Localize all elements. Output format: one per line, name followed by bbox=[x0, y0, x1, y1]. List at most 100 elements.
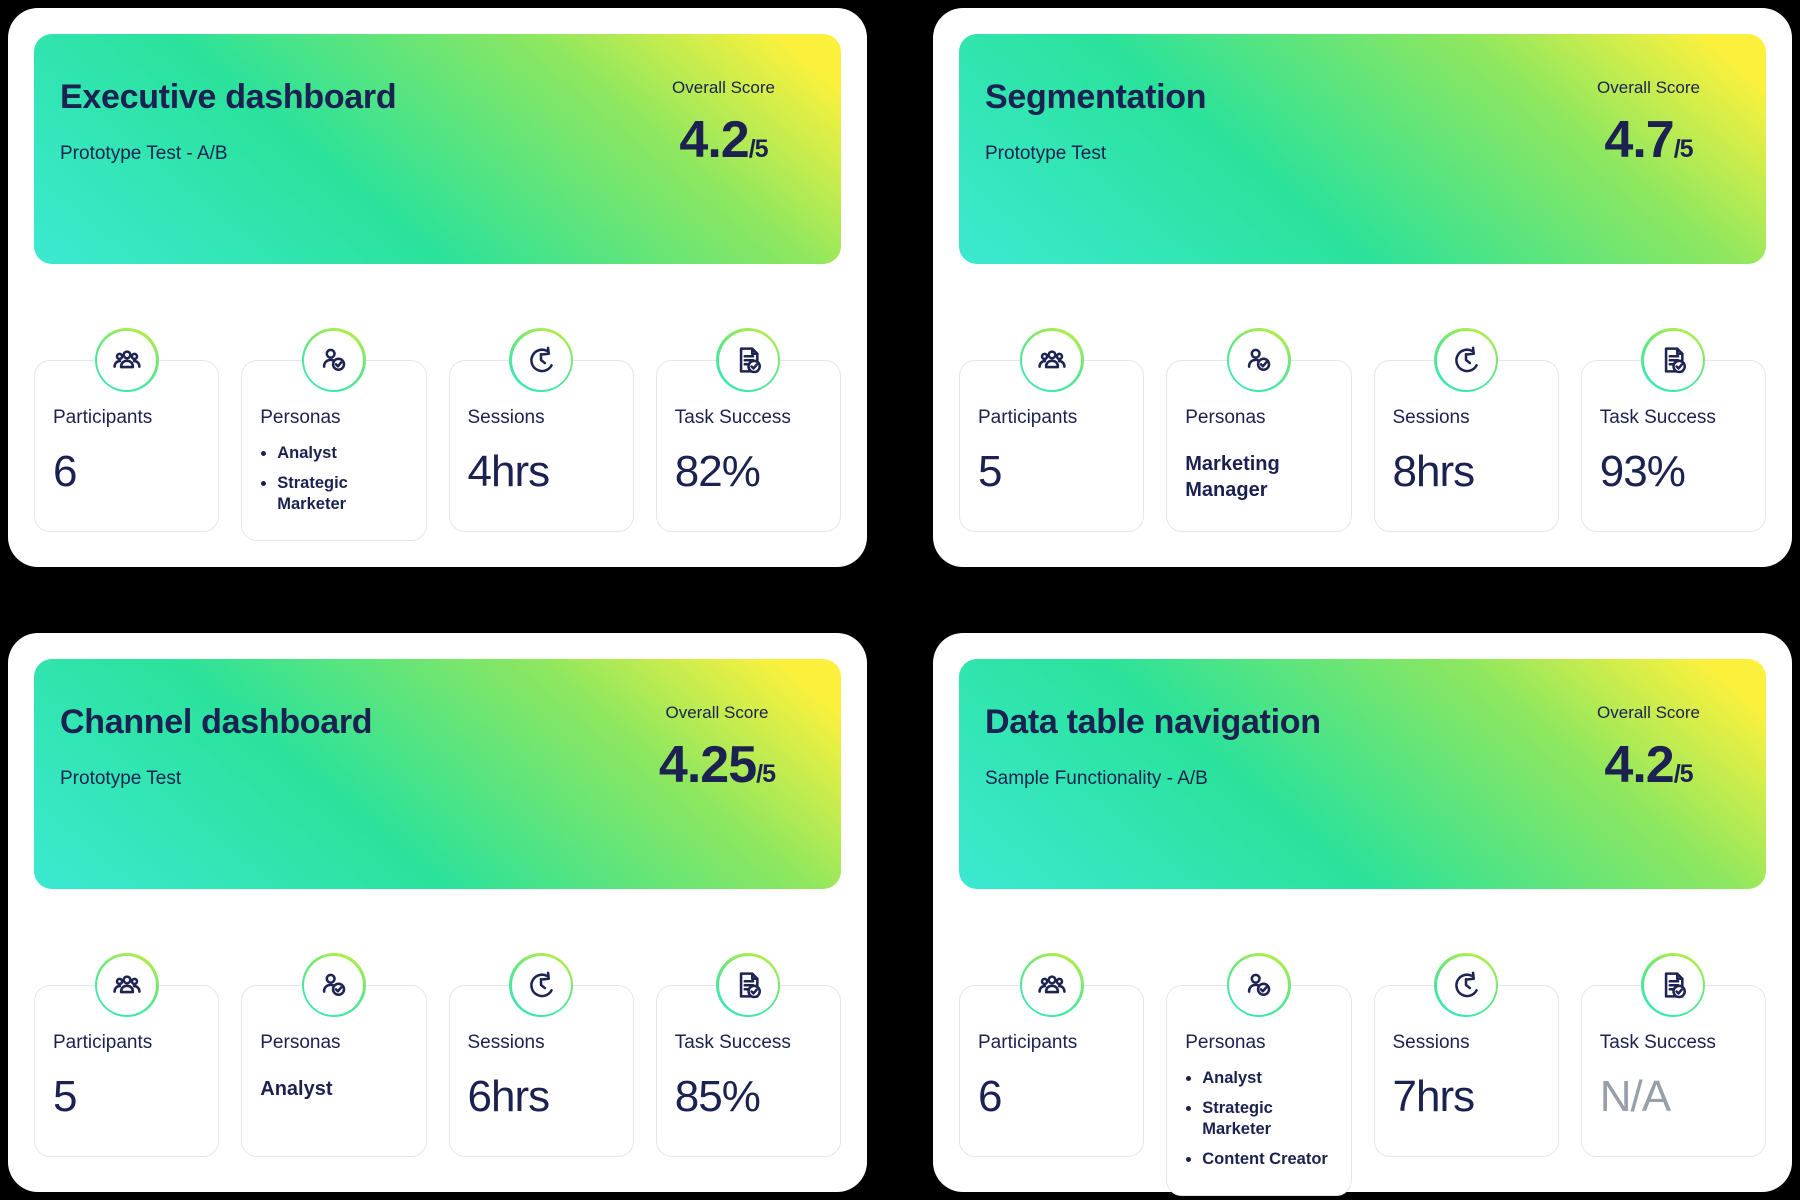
document-check-icon bbox=[1641, 953, 1706, 1017]
stat-label: Sessions bbox=[467, 1032, 545, 1053]
score-number: 4.7 bbox=[1604, 111, 1674, 169]
sessions-value: 4hrs bbox=[467, 447, 551, 496]
sessions-value: 8hrs bbox=[1392, 447, 1476, 496]
card-title: Data table navigation bbox=[985, 703, 1321, 741]
stat-label: Participants bbox=[53, 407, 153, 428]
overall-score-value: 4.7/5 bbox=[1597, 114, 1700, 166]
stat-personas: Personas Analyst Strategic Marketer bbox=[241, 328, 427, 542]
stat-task-success: Task Success 85% bbox=[655, 953, 841, 1157]
clock-refresh-icon bbox=[1434, 953, 1499, 1017]
personas-list: Analyst Strategic Marketer Content Creat… bbox=[1185, 1068, 1336, 1170]
people-group-icon bbox=[94, 953, 159, 1017]
clock-refresh-icon bbox=[509, 328, 574, 392]
person-check-icon bbox=[1226, 328, 1291, 392]
person-check-icon bbox=[301, 953, 366, 1017]
test-card-segmentation: Segmentation Prototype Test Overall Scor… bbox=[933, 8, 1792, 567]
card-subtitle: Sample Functionality - A/B bbox=[985, 768, 1208, 789]
persona-item: Strategic Marketer bbox=[1202, 1098, 1336, 1140]
persona-item: Analyst bbox=[260, 1078, 333, 1100]
card-header: Segmentation Prototype Test Overall Scor… bbox=[959, 34, 1766, 264]
document-check-icon bbox=[716, 328, 781, 392]
stat-label: Personas bbox=[1185, 1032, 1266, 1053]
stat-sessions: Sessions 6hrs bbox=[448, 953, 634, 1157]
persona-item: Content Creator bbox=[1202, 1149, 1336, 1170]
stat-sessions: Sessions 7hrs bbox=[1373, 953, 1559, 1157]
test-card-channel-dashboard: Channel dashboard Prototype Test Overall… bbox=[8, 633, 867, 1192]
overall-score-value: 4.25/5 bbox=[658, 736, 776, 794]
overall-score: Overall Score 4.2/5 bbox=[1597, 703, 1700, 791]
card-title: Executive dashboard bbox=[60, 78, 397, 116]
personas-list: Analyst Strategic Marketer bbox=[260, 443, 411, 515]
stat-label: Personas bbox=[260, 1032, 341, 1053]
task-success-value: 85% bbox=[674, 1072, 761, 1121]
test-card-executive-dashboard: Executive dashboard Prototype Test - A/B… bbox=[8, 8, 867, 567]
stat-label: Task Success bbox=[674, 407, 791, 428]
stat-participants: Participants 5 bbox=[959, 328, 1145, 532]
overall-score-label: Overall Score bbox=[1597, 78, 1700, 97]
stat-label: Personas bbox=[260, 407, 341, 428]
participants-value: 6 bbox=[978, 1072, 1002, 1121]
stat-personas: Personas Analyst bbox=[241, 953, 427, 1157]
stat-sessions: Sessions 4hrs bbox=[448, 328, 634, 532]
overall-score-label: Overall Score bbox=[1597, 703, 1700, 722]
stat-label: Personas bbox=[1185, 407, 1266, 428]
stat-personas: Personas Marketing Manager bbox=[1166, 328, 1352, 532]
test-card-data-table-navigation: Data table navigation Sample Functionali… bbox=[933, 633, 1792, 1197]
stat-label: Task Success bbox=[1599, 407, 1716, 428]
score-number: 4.2 bbox=[679, 111, 749, 169]
card-title: Channel dashboard bbox=[60, 703, 373, 741]
persona-item: Analyst bbox=[1202, 1068, 1336, 1089]
card-header-text: Data table navigation Sample Functionali… bbox=[985, 703, 1321, 790]
overall-score-value: 4.2/5 bbox=[1597, 739, 1700, 791]
score-denominator: /5 bbox=[756, 760, 776, 788]
overall-score: Overall Score 4.25/5 bbox=[658, 703, 776, 794]
card-header-text: Segmentation Prototype Test bbox=[985, 78, 1207, 165]
score-number: 4.2 bbox=[1604, 736, 1674, 794]
people-group-icon bbox=[94, 328, 159, 392]
score-denominator: /5 bbox=[748, 135, 769, 163]
stat-personas: Personas Analyst Strategic Marketer Cont… bbox=[1166, 953, 1352, 1197]
task-success-value: N/A bbox=[1599, 1072, 1671, 1121]
card-title: Segmentation bbox=[985, 78, 1207, 116]
stat-label: Participants bbox=[53, 1032, 153, 1053]
stat-participants: Participants 6 bbox=[959, 953, 1145, 1157]
overall-score: Overall Score 4.7/5 bbox=[1597, 78, 1700, 166]
stat-label: Task Success bbox=[674, 1032, 791, 1053]
stat-sessions: Sessions 8hrs bbox=[1373, 328, 1559, 532]
overall-score-label: Overall Score bbox=[665, 703, 769, 722]
stat-participants: Participants 6 bbox=[34, 328, 220, 532]
sessions-value: 6hrs bbox=[467, 1072, 551, 1121]
task-success-value: 93% bbox=[1599, 447, 1686, 496]
stat-label: Sessions bbox=[1392, 407, 1470, 428]
card-header-text: Executive dashboard Prototype Test - A/B bbox=[60, 78, 397, 165]
stat-participants: Participants 5 bbox=[34, 953, 220, 1157]
people-group-icon bbox=[1019, 953, 1084, 1017]
card-header: Executive dashboard Prototype Test - A/B… bbox=[34, 34, 841, 264]
stat-label: Sessions bbox=[1392, 1032, 1470, 1053]
sessions-value: 7hrs bbox=[1392, 1072, 1476, 1121]
card-header: Channel dashboard Prototype Test Overall… bbox=[34, 659, 841, 889]
task-success-value: 82% bbox=[674, 447, 761, 496]
stat-label: Task Success bbox=[1599, 1032, 1716, 1053]
overall-score: Overall Score 4.2/5 bbox=[672, 78, 775, 166]
stat-label: Participants bbox=[978, 1032, 1078, 1053]
score-denominator: /5 bbox=[1673, 760, 1694, 788]
participants-value: 5 bbox=[53, 1072, 77, 1121]
stats-row: Participants 6 Personas Analyst Strategi… bbox=[34, 328, 841, 542]
document-check-icon bbox=[1641, 328, 1706, 392]
stats-row: Participants 5 Personas Analyst Sessions… bbox=[34, 953, 841, 1157]
score-number: 4.25 bbox=[658, 736, 757, 794]
card-subtitle: Prototype Test bbox=[60, 768, 182, 789]
document-check-icon bbox=[716, 953, 781, 1017]
persona-item: Marketing Manager bbox=[1185, 453, 1280, 501]
score-denominator: /5 bbox=[1673, 135, 1694, 163]
participants-value: 6 bbox=[53, 447, 77, 496]
card-header-text: Channel dashboard Prototype Test bbox=[60, 703, 373, 790]
card-subtitle: Prototype Test - A/B bbox=[60, 143, 228, 164]
persona-item: Strategic Marketer bbox=[277, 473, 411, 515]
stat-task-success: Task Success 93% bbox=[1580, 328, 1766, 532]
stats-row: Participants 6 Personas Analyst Strategi… bbox=[959, 953, 1766, 1197]
overall-score-value: 4.2/5 bbox=[672, 114, 775, 166]
stats-row: Participants 5 Personas Marketing Manage… bbox=[959, 328, 1766, 532]
